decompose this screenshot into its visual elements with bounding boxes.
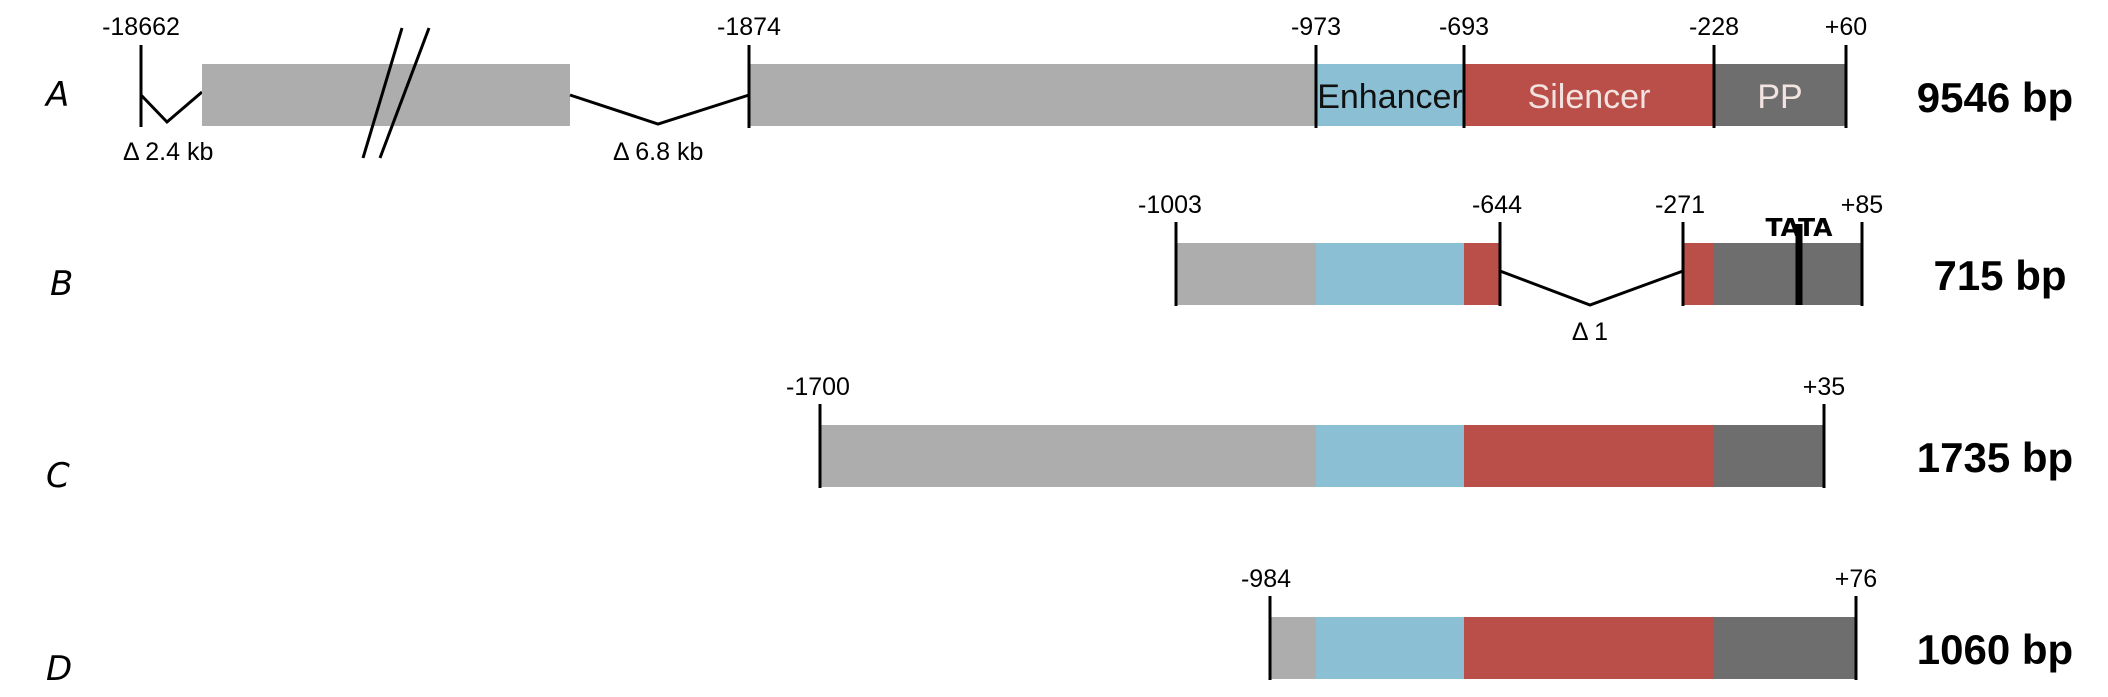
construct-row-a: A Δ 2.4 kb Δ 6.8 kb Enhancer Silencer PP…: [44, 13, 2073, 166]
coordinate-label: -984: [1241, 565, 1291, 593]
proximal-promoter-block: [1714, 243, 1862, 305]
coordinate-label: -18662: [102, 13, 180, 41]
row-label-d: D: [46, 649, 72, 689]
coordinate-label: +85: [1841, 191, 1883, 219]
coordinate-label: +35: [1803, 373, 1845, 401]
upstream-region-block: [749, 64, 1316, 126]
silencer-fragment-block: [1683, 243, 1714, 305]
proximal-promoter-block: [1714, 425, 1824, 487]
deletion-line-2-4kb: [139, 90, 203, 125]
construct-size-label: 1060 bp: [1917, 626, 2073, 673]
deletion-label-6-8kb: Δ 6.8 kb: [613, 138, 703, 166]
coordinate-label: -1874: [717, 13, 781, 41]
construct-size-label: 1735 bp: [1917, 434, 2073, 481]
coordinate-label: +60: [1825, 13, 1867, 41]
construct-size-label: 715 bp: [1933, 252, 2066, 299]
construct-row-c: C -1700 +35 1735 bp: [46, 373, 2073, 496]
coordinate-label: -693: [1439, 13, 1489, 41]
deletion-label-2-4kb: Δ 2.4 kb: [123, 138, 213, 166]
axis-break-mark: [361, 27, 404, 159]
coordinate-label: +76: [1835, 565, 1877, 593]
coordinate-label: -644: [1472, 191, 1522, 219]
proximal-promoter-block: [1714, 617, 1856, 679]
row-label-b: B: [50, 264, 73, 304]
coordinate-label: -271: [1655, 191, 1705, 219]
axis-break-mark: [378, 27, 431, 159]
enhancer-block: [1316, 64, 1464, 126]
row-label-c: C: [46, 456, 70, 496]
proximal-promoter-block: [1714, 64, 1846, 126]
enhancer-block: [1316, 617, 1464, 679]
silencer-label: Silencer: [1528, 78, 1651, 116]
upstream-region-block: [820, 425, 1316, 487]
silencer-fragment-block: [1464, 243, 1500, 305]
silencer-block: [1464, 64, 1714, 126]
coordinate-label: -228: [1689, 13, 1739, 41]
construct-row-d: D -984 +76 1060 bp: [46, 565, 2073, 689]
construct-row-b: B Δ 1 TATA -1003 -644 -271 +85 715 bp: [50, 191, 2067, 346]
deletion-line-1: [1499, 269, 1684, 307]
enhancer-block: [1316, 425, 1464, 487]
coordinate-label: -1700: [786, 373, 850, 401]
silencer-block: [1464, 425, 1714, 487]
upstream-region-block: [1270, 617, 1316, 679]
enhancer-block: [1316, 243, 1464, 305]
upstream-region-block: [202, 64, 570, 126]
coordinate-label: -973: [1291, 13, 1341, 41]
enhancer-label: Enhancer: [1317, 78, 1463, 116]
upstream-region-block: [1176, 243, 1316, 305]
pp-label: PP: [1757, 78, 1802, 116]
silencer-block: [1464, 617, 1714, 679]
construct-size-label: 9546 bp: [1917, 74, 2073, 121]
row-label-a: A: [44, 75, 69, 115]
coordinate-label: -1003: [1138, 191, 1202, 219]
deletion-line-6-8kb: [569, 93, 750, 126]
deletion-label-1: Δ 1: [1572, 318, 1608, 346]
tata-label: TATA: [1766, 213, 1834, 242]
